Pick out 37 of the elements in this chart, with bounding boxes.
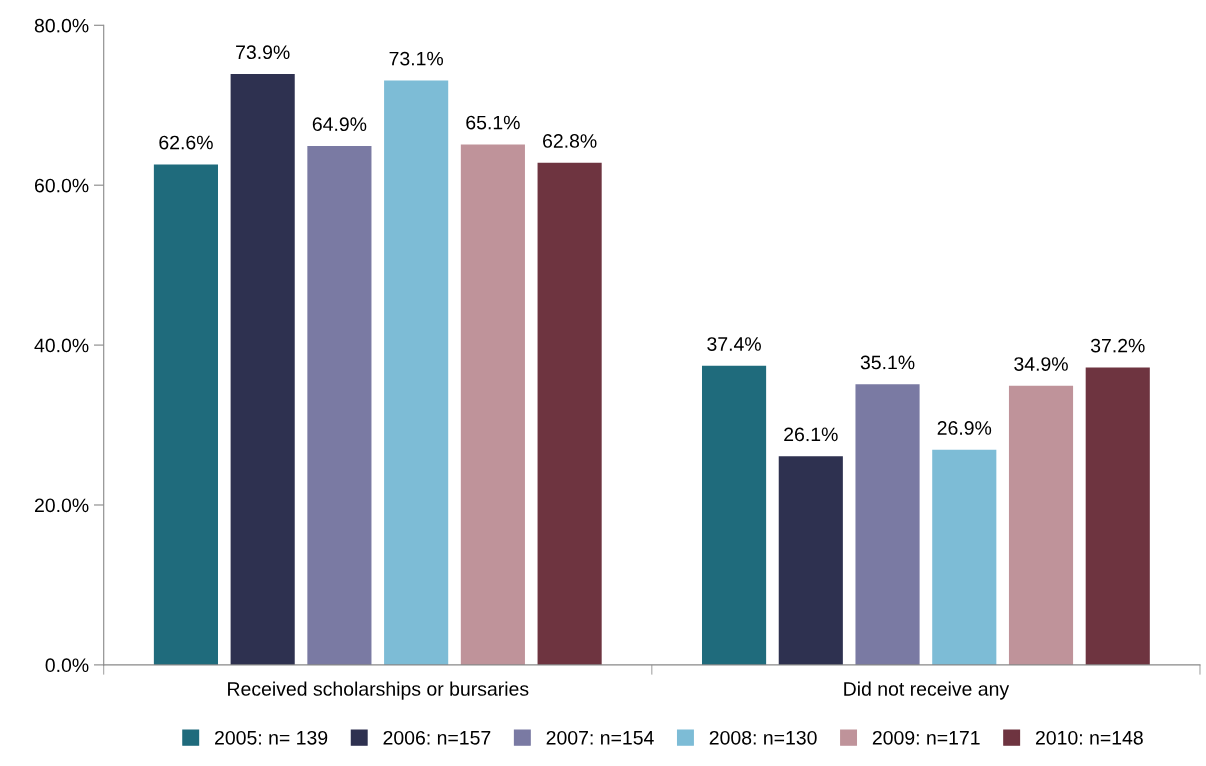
- data-label: 37.4%: [707, 337, 761, 351]
- x-tick-label: Received scholarships or bursaries: [228, 681, 529, 700]
- data-label: 37.2%: [1090, 338, 1145, 353]
- legend-label: 2010: n=148: [1035, 730, 1143, 745]
- data-label: 26.9%: [937, 421, 992, 435]
- data-label: 62.6%: [159, 135, 213, 150]
- data-label: 62.8%: [543, 134, 597, 148]
- bar: [307, 146, 372, 665]
- data-label: 73.1%: [389, 51, 444, 66]
- data-label: 26.1%: [784, 427, 838, 442]
- bar: [460, 144, 525, 665]
- y-tick-label: 0.0%: [45, 658, 89, 673]
- data-label: 73.9%: [236, 45, 290, 60]
- bar: [384, 80, 449, 665]
- y-tick-label: 60.0%: [34, 178, 89, 193]
- legend-label: 2006: n=157: [383, 730, 491, 745]
- bar: [932, 449, 997, 665]
- legend-label: 2007: n=154: [546, 730, 654, 745]
- y-tick-label: 20.0%: [34, 498, 89, 513]
- bar: [778, 456, 843, 665]
- legend-label: 2009: n=171: [872, 730, 980, 745]
- data-label: 64.9%: [312, 117, 367, 132]
- bar: [537, 162, 602, 665]
- bar: [1008, 385, 1074, 665]
- bar: [702, 365, 767, 665]
- legend-label: 2008: n=130: [709, 730, 817, 745]
- bar: [230, 74, 295, 665]
- y-tick-label: 40.0%: [34, 338, 89, 353]
- legend-label: 2005: n= 139: [215, 730, 328, 745]
- data-label: 35.1%: [860, 355, 915, 370]
- data-label: 65.1%: [466, 115, 520, 130]
- x-tick-label: Did not receive any: [844, 681, 1010, 700]
- bar: [855, 384, 920, 665]
- bar: [153, 164, 218, 665]
- data-label: 34.9%: [1014, 357, 1068, 371]
- y-tick-label: 80.0%: [34, 18, 89, 33]
- bar: [1085, 367, 1150, 665]
